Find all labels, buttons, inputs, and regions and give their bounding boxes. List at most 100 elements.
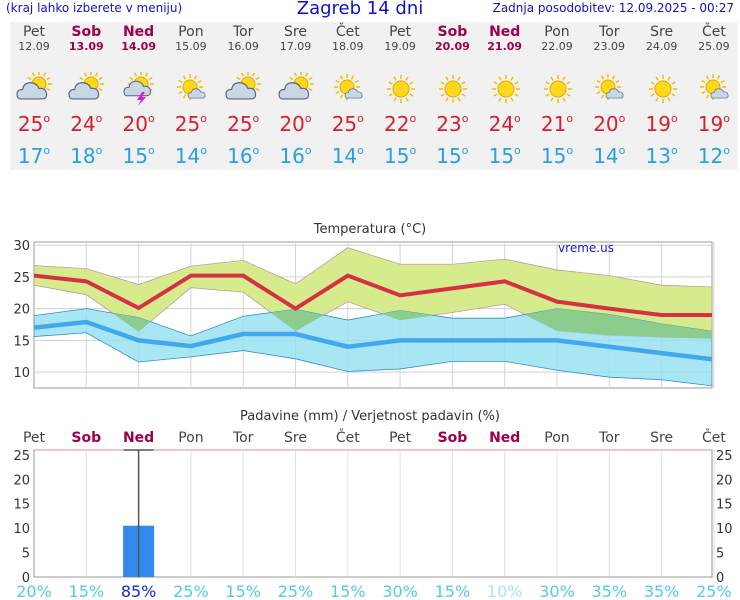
y-tick-label-right: 15 [716, 498, 733, 513]
max-temperature-value: 25 [331, 112, 358, 136]
y-tick-label-left: 0 [22, 571, 30, 586]
min-temperature-value: 15 [540, 144, 567, 168]
max-temperature: 19o [636, 112, 688, 136]
day-date: 14.09 [121, 40, 156, 53]
day-date: 19.09 [384, 40, 416, 53]
min-temperature-value: 17 [17, 144, 44, 168]
day-name: Pon [544, 24, 570, 40]
y-tick-label: 30 [13, 239, 30, 254]
partly-cloudy-icon [224, 71, 264, 106]
y-tick-label-right: 0 [716, 571, 724, 586]
x-tick-label: Tor [232, 430, 254, 446]
degree-sign: o [566, 112, 574, 125]
day-date: 20.09 [434, 40, 470, 53]
min-temperature: 12o [688, 144, 740, 168]
min-temperature-value: 14 [174, 144, 201, 168]
day-name: Pet [22, 24, 46, 40]
min-temperature-value: 15 [436, 144, 462, 168]
min-temperature-value: 12 [697, 144, 724, 168]
day-date: 24.09 [645, 40, 678, 53]
min-temperature-value: 16 [227, 144, 253, 168]
min-temperature-value: 15 [384, 144, 410, 168]
chart-title: Padavine (mm) / Verjetnost padavin (%) [240, 409, 500, 424]
day-name: Pon [178, 24, 204, 40]
y-tick-label: 20 [13, 303, 30, 318]
sun-icon [538, 72, 578, 106]
precipitation-probability: 15% [225, 582, 261, 600]
y-tick-label-right: 10 [716, 522, 733, 537]
day-date: 17.09 [279, 40, 312, 53]
precipitation-probability: 15% [435, 582, 471, 600]
x-tick-label: Čet [702, 428, 726, 446]
sun-small-cloud-icon [172, 72, 212, 106]
precipitation-probability: 30% [382, 582, 418, 600]
min-temperature: 15o [374, 144, 426, 168]
degree-sign: o [304, 144, 312, 157]
day-column: Pon 22.09 [531, 24, 583, 54]
degree-sign: o [723, 112, 730, 125]
max-temperature: 24o [479, 112, 531, 136]
day-column: Sre 24.09 [636, 24, 688, 54]
y-tick-label-right: 20 [716, 473, 733, 488]
max-temperature-value: 25 [17, 112, 44, 136]
degree-sign: o [357, 112, 364, 125]
degree-sign: o [409, 144, 417, 157]
min-temperature: 18o [60, 144, 112, 168]
max-temperature: 20o [270, 112, 322, 136]
chart-title: Temperatura (°C) [313, 222, 426, 237]
min-temperature: 14o [322, 144, 374, 168]
day-column: Sre 17.09 [270, 24, 322, 54]
series-group [34, 247, 712, 387]
day-date: 23.09 [593, 40, 626, 53]
day-name: Tor [232, 24, 254, 40]
y-tick-label-right: 5 [716, 547, 724, 562]
day-column: Ned 21.09 [479, 24, 531, 54]
min-temperature: 14o [583, 144, 635, 168]
precipitation-probability: 25% [278, 582, 314, 600]
degree-sign: o [514, 144, 521, 157]
sun-icon [486, 72, 526, 106]
sun-icon [643, 72, 683, 106]
x-tick-label: Ned [123, 430, 154, 446]
day-column: Pet 12.09 [8, 24, 60, 54]
day-name: Čet [701, 24, 726, 40]
min-temperature-value: 18 [70, 144, 96, 168]
day-name: Sob [437, 24, 468, 40]
day-name: Pet [389, 24, 412, 40]
x-tick-label: Sob [71, 430, 101, 446]
precipitation-probability: 15% [69, 582, 105, 600]
x-tick-label: Ned [489, 430, 520, 446]
degree-sign: o [618, 112, 626, 125]
max-temperature-value: 20 [279, 112, 305, 136]
x-tick-label: Pet [23, 430, 46, 446]
day-date: 22.09 [541, 40, 573, 53]
day-name: Tor [599, 24, 620, 40]
sun-small-cloud-icon [329, 72, 369, 106]
min-temperature: 17o [8, 144, 60, 168]
degree-sign: o [252, 144, 260, 157]
degree-sign: o [43, 144, 51, 157]
day-name: Sre [650, 24, 674, 40]
day-date: 16.09 [227, 40, 259, 53]
max-temperature: 21o [531, 112, 583, 136]
min-temperature: 15o [531, 144, 583, 168]
day-date: 25.09 [698, 40, 730, 53]
precipitation-probability: 25% [696, 582, 732, 600]
max-temperature: 19o [688, 112, 740, 136]
day-name: Sob [71, 24, 102, 40]
x-tick-label: Sre [284, 430, 307, 446]
precipitation-probability: 15% [330, 582, 366, 600]
min-temperature: 15o [479, 144, 531, 168]
max-temperature-value: 20 [593, 112, 619, 136]
day-column: Pon 15.09 [165, 24, 217, 54]
min-temperature-value: 14 [593, 144, 619, 168]
max-temperature-value: 24 [70, 112, 96, 136]
location-hint[interactable]: (kraj lahko izberete v meniju) [6, 1, 183, 15]
max-temperature: 22o [374, 112, 426, 136]
sun-icon [381, 72, 421, 106]
day-column: Ned 14.09 [113, 24, 165, 54]
y-tick-label-left: 5 [22, 547, 30, 562]
max-temperature-value: 21 [540, 112, 567, 136]
x-tick-label: Pon [544, 430, 569, 446]
max-temperature: 25o [8, 112, 60, 136]
